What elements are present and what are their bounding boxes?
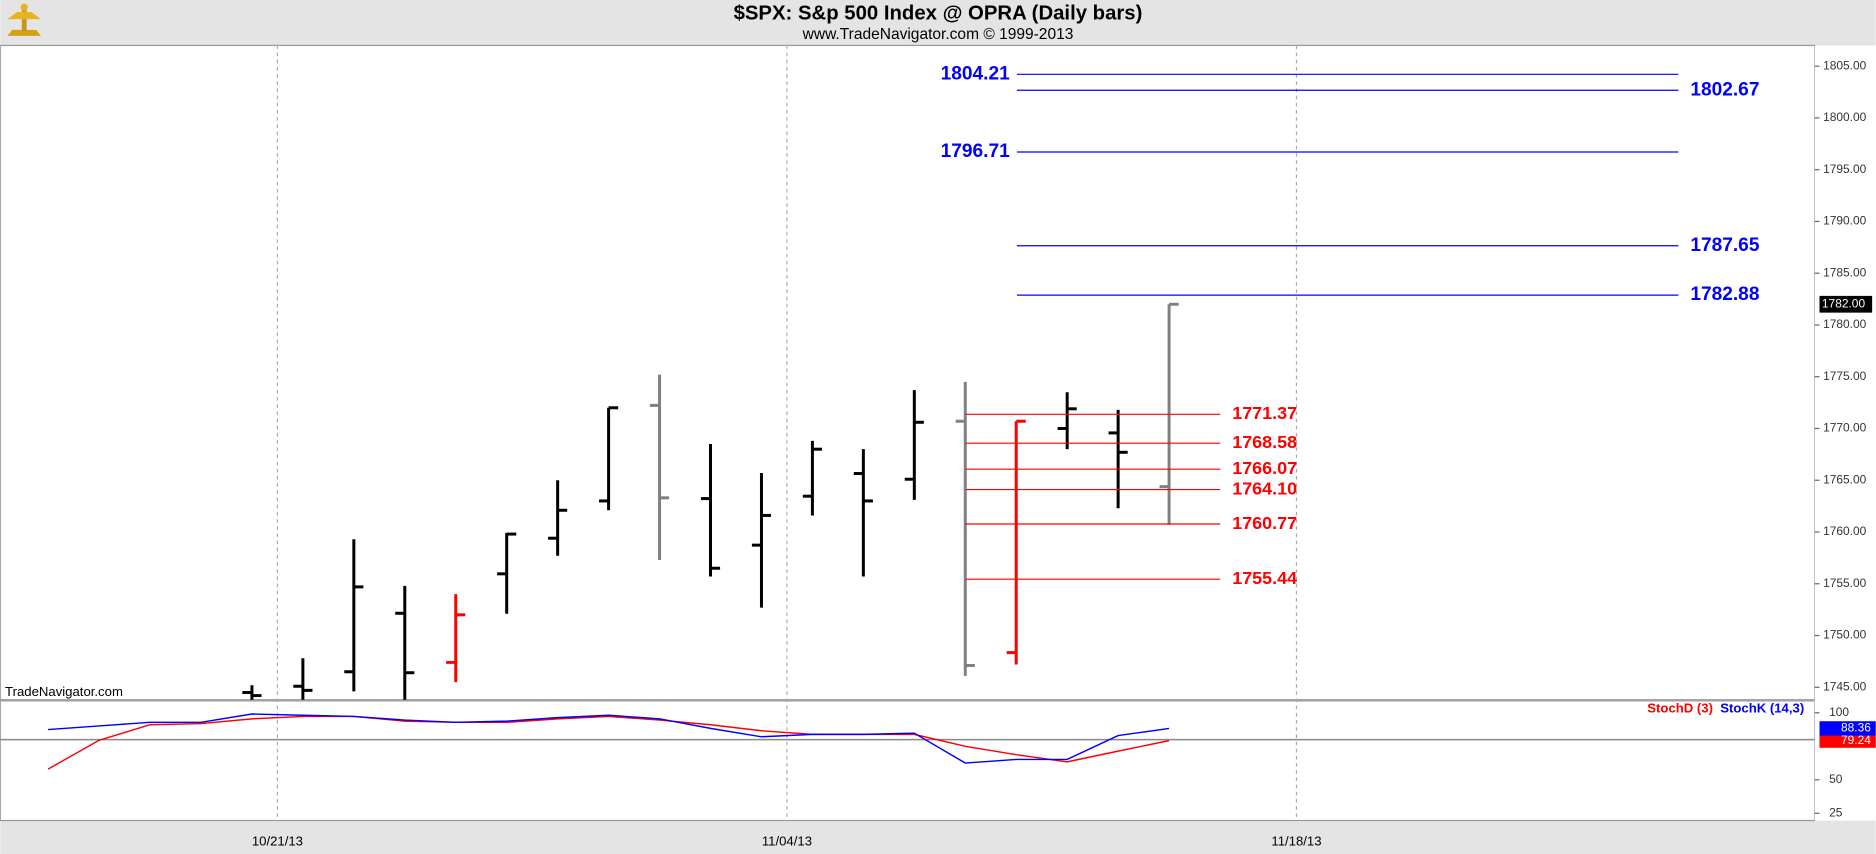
x-tick-label: 10/21/13 [252, 834, 303, 849]
level-label: 1771.37 [1232, 403, 1297, 423]
last-value-box [1819, 733, 1876, 748]
y-tick-label: 1785.00 [1823, 265, 1867, 279]
main-plot [242, 302, 1179, 700]
level-label: 1766.07 [1232, 458, 1297, 478]
last-price-label: 1782.00 [1822, 296, 1866, 310]
level-label: 1764.10 [1232, 478, 1297, 498]
y-tick-label: 1790.00 [1823, 214, 1867, 228]
watermark: TradeNavigator.com [5, 684, 123, 699]
main-panel [0, 44, 1816, 701]
y-tick-label: 1745.00 [1823, 679, 1867, 693]
level-label: 1768.58 [1232, 432, 1297, 452]
y-tick-label: 1775.00 [1823, 369, 1867, 383]
legend-entry: StochK (14,3) [1720, 701, 1804, 716]
last-value-label: 79.24 [1841, 733, 1871, 747]
level-label: 1760.77 [1232, 513, 1297, 533]
level-label: 1796.71 [941, 141, 1010, 162]
y-tick-label: 1800.00 [1823, 110, 1867, 124]
x-tick-label: 11/04/13 [762, 834, 812, 849]
y-tick-label: 1770.00 [1823, 421, 1867, 435]
level-label: 1787.65 [1690, 235, 1759, 256]
chart-subtitle: www.TradeNavigator.com © 1999-2013 [802, 26, 1074, 43]
y-tick-label: 100 [1829, 705, 1849, 719]
y-tick-label: 1765.00 [1823, 472, 1867, 486]
x-tick-label: 11/18/13 [1271, 834, 1321, 849]
y-tick-label: 1795.00 [1823, 162, 1867, 176]
level-label: 1804.21 [941, 63, 1010, 84]
y-tick-label: 25 [1829, 805, 1843, 819]
last-value-label: 88.36 [1841, 721, 1871, 735]
stoch-panel [0, 700, 1816, 822]
y-tick-label: 1805.00 [1823, 58, 1867, 72]
chart-title: $SPX: S&p 500 Index @ OPRA (Daily bars) [734, 3, 1143, 25]
stoch-line [47, 715, 1170, 770]
y-tick-label: 1760.00 [1823, 524, 1867, 538]
last-price-box [1819, 295, 1873, 313]
right-axis [1814, 45, 1876, 821]
level-label: 1755.44 [1232, 568, 1297, 588]
stoch-line [48, 713, 1170, 764]
logo [7, 3, 41, 36]
level-label: 1802.67 [1690, 79, 1759, 100]
y-tick-label: 1755.00 [1823, 576, 1867, 590]
y-tick-label: 1780.00 [1823, 317, 1867, 331]
last-value-box [1819, 721, 1876, 736]
legend-entry: StochD (3) [1647, 701, 1713, 716]
y-tick-label: 50 [1829, 772, 1843, 786]
level-label: 1782.88 [1690, 284, 1759, 305]
y-tick-label: 1750.00 [1823, 628, 1867, 642]
